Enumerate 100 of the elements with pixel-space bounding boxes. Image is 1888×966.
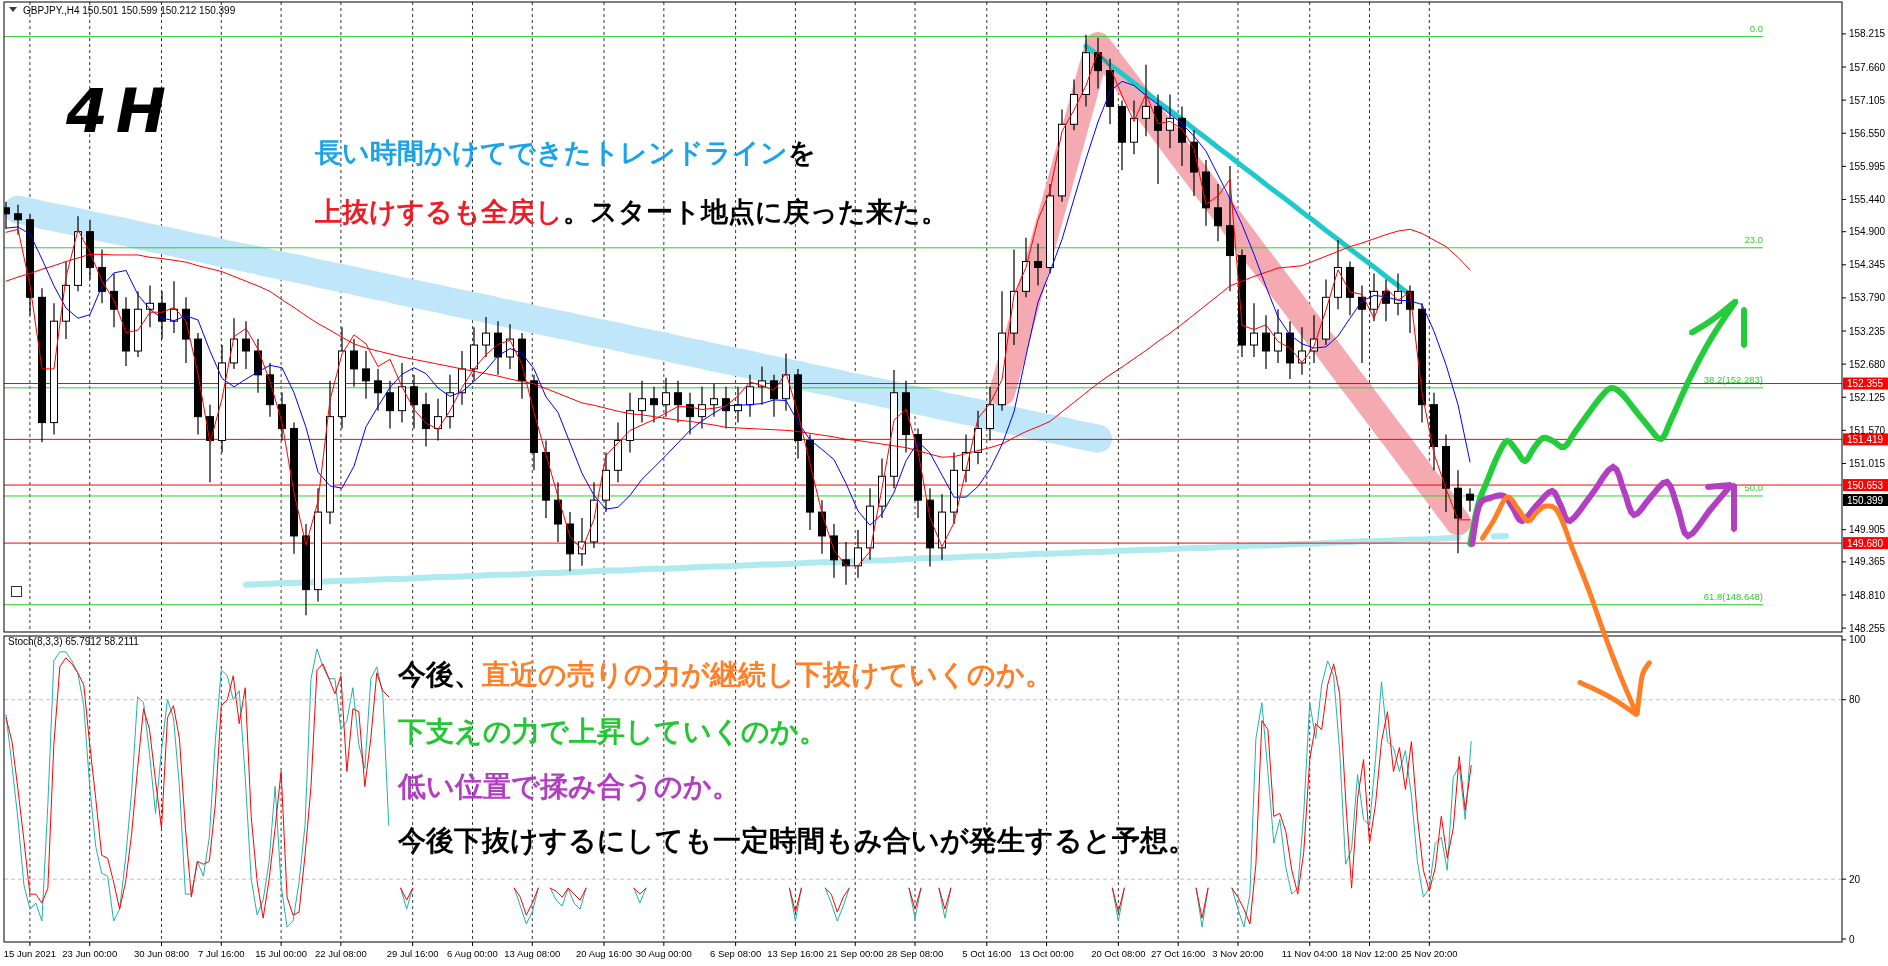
candlestick [1298, 326, 1306, 376]
candlestick [1466, 487, 1474, 513]
x-tick-label: 21 Sep 00:00 [826, 948, 884, 959]
annotation: 4H [65, 76, 174, 146]
y-tick-label: 149.365 [1849, 556, 1886, 568]
candlestick [986, 386, 994, 442]
x-tick-label: 30 Aug 00:00 [635, 948, 692, 959]
candlestick [710, 383, 718, 418]
candlestick [230, 317, 238, 370]
y-tick-label: 157.660 [1849, 61, 1886, 73]
annotation: 23.0 [1744, 233, 1763, 245]
x-tick-label: 3 Nov 20:00 [1212, 948, 1264, 959]
ref-line-label: 150.653 [1847, 479, 1884, 491]
y-tick-label: 153.235 [1849, 325, 1886, 337]
y-tick-label: 155.440 [1849, 193, 1886, 205]
candlestick [14, 204, 22, 236]
candlestick [374, 368, 382, 412]
ref-line-label: 151.419 [1847, 433, 1884, 445]
y-tick-label: 154.345 [1849, 259, 1886, 271]
annotation: を [788, 137, 816, 168]
candlestick [362, 350, 370, 400]
x-tick-label: 27 Oct 16:00 [1150, 948, 1206, 959]
text: 150.399 [1847, 494, 1884, 506]
candlestick [638, 380, 646, 424]
x-tick-label: 30 Jun 08:00 [134, 948, 189, 959]
y-tick-label: 158.215 [1849, 28, 1886, 40]
ref-line-label: 38.2(152.283) [1703, 373, 1763, 385]
candlestick [770, 374, 778, 418]
candlestick [746, 374, 754, 418]
candlestick [1154, 93, 1162, 185]
candlestick [698, 386, 706, 430]
x-tick-label: 23 Jun 00:00 [62, 948, 118, 959]
candlestick [398, 362, 406, 424]
x-tick-label: 13 Sep 16:00 [767, 948, 824, 959]
chart-title: Stoch(8,3,3) 65.7912 58.2111 [8, 636, 140, 647]
candlestick [1274, 308, 1282, 364]
candlestick [554, 481, 562, 543]
x-tick-label: 6 Sep 08:00 [709, 948, 762, 959]
candlestick [818, 499, 826, 555]
annotation: 。スタート地点に戻った来た。 [563, 196, 948, 227]
annotation: 今後下抜けするにしても一定時間もみ合いが発生すると予想。 [397, 824, 1196, 857]
candlestick [854, 529, 862, 579]
ref-line-label: 149.680 [1847, 537, 1884, 549]
candlestick [422, 392, 430, 448]
candlestick [1250, 302, 1258, 358]
chart-title: GBPJPY.,H4 150.501 150.599 150.212 150.399 [23, 5, 236, 16]
candlestick [1166, 93, 1174, 149]
candlestick [674, 380, 682, 424]
annotation: 今後、 [397, 658, 482, 691]
y-tick-label: 100 [1849, 634, 1867, 646]
annotation: 上抜けするも全戻し [314, 196, 563, 227]
x-tick-label: 20 Aug 16:00 [576, 948, 633, 959]
y-tick-label: 0 [1849, 933, 1855, 945]
candlestick [1262, 314, 1270, 370]
x-tick-label: 18 Nov 12:00 [1341, 948, 1398, 959]
x-tick-label: 13 Oct 00:00 [1019, 948, 1074, 959]
x-tick-label: 28 Sep 08:00 [886, 948, 944, 959]
x-tick-label: 5 Oct 16:00 [962, 948, 1012, 959]
candlestick [470, 326, 478, 382]
candlestick [974, 410, 982, 465]
x-tick-label: 15 Jul 00:00 [255, 948, 307, 959]
y-tick-label: 152.680 [1849, 358, 1886, 370]
annotation: 直近の売りの力が継続し下抜けていくのか。 [481, 658, 1053, 691]
candlestick [1370, 272, 1378, 322]
x-tick-label: 7 Jul 16:00 [198, 948, 245, 959]
annotation: 下支えの力で上昇していくのか。 [397, 715, 827, 748]
candlestick [662, 377, 670, 418]
y-tick-label: 154.900 [1849, 226, 1886, 238]
candlestick [686, 392, 694, 436]
candlestick [410, 374, 418, 430]
candlestick [1142, 64, 1150, 137]
annotation: 低い位置で揉み合うのか。 [397, 770, 740, 803]
y-tick-label: 148.810 [1849, 589, 1886, 601]
candlestick [1130, 99, 1138, 155]
y-tick-label: 20 [1849, 873, 1861, 885]
ref-line-label: 152.355 [1847, 378, 1884, 390]
candlestick [1034, 243, 1042, 286]
y-tick-label: 148.255 [1849, 622, 1886, 634]
y-tick-label: 151.015 [1849, 457, 1886, 469]
y-tick-label: 156.550 [1849, 127, 1886, 139]
ref-line-label: 61.8(148.648) [1703, 590, 1763, 602]
candlestick [494, 320, 502, 376]
y-tick-label: 80 [1849, 694, 1861, 706]
annotation: 0.0 [1749, 22, 1763, 34]
candlestick [386, 380, 394, 430]
candlestick [482, 316, 490, 358]
annotation: 長い時間かけてできたトレンドライン [314, 137, 788, 168]
candlestick [1214, 183, 1222, 242]
x-tick-label: 29 Jul 16:00 [386, 948, 439, 959]
x-tick-label: 15 Jun 2021 [3, 948, 57, 959]
x-tick-label: 13 Aug 08:00 [504, 948, 561, 959]
y-tick-label: 149.905 [1849, 524, 1886, 536]
x-tick-label: 11 Nov 04:00 [1281, 948, 1338, 959]
x-tick-label: 22 Jul 08:00 [315, 948, 367, 959]
y-tick-label: 157.105 [1849, 94, 1886, 106]
x-tick-label: 6 Aug 00:00 [447, 948, 498, 959]
x-tick-label: 25 Nov 20:00 [1401, 948, 1458, 959]
y-tick-label: 155.995 [1849, 160, 1886, 172]
y-tick-label: 153.790 [1849, 292, 1886, 304]
y-tick-label: 152.125 [1849, 391, 1886, 403]
